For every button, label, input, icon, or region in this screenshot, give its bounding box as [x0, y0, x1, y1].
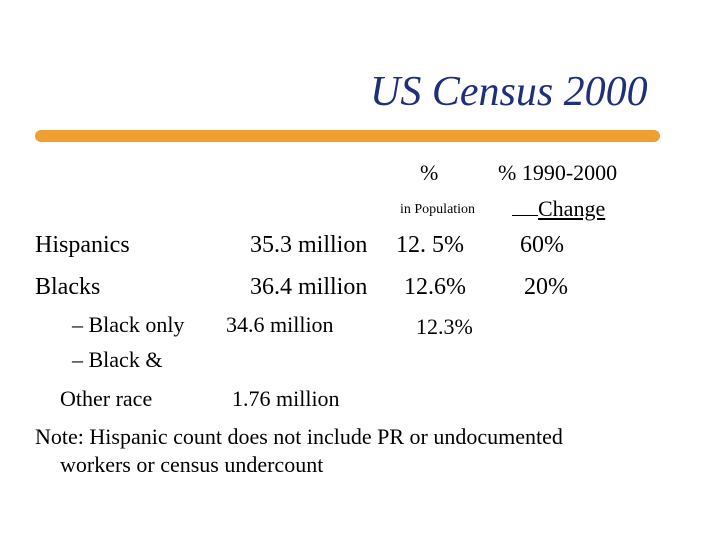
- row-pct-hispanics: 12. 5%: [396, 232, 464, 258]
- subrow-pct-black-only: 12.3%: [416, 314, 473, 339]
- title-underline-bar: [35, 130, 660, 142]
- slide-title: US Census 2000: [370, 69, 648, 115]
- row-count-blacks: 36.4 million: [250, 274, 368, 300]
- note-line-2: workers or census undercount: [60, 452, 324, 477]
- subrow-label-black-and: – Black &: [72, 347, 163, 372]
- header-underline: [512, 215, 538, 216]
- row-change-hispanics: 60%: [520, 232, 564, 258]
- header-in-population: in Population: [400, 202, 476, 217]
- row-label-hispanics: Hispanics: [35, 232, 130, 258]
- row-pct-blacks: 12.6%: [404, 274, 466, 300]
- header-change: Change: [538, 196, 606, 221]
- subrow-label-black-only: – Black only: [72, 312, 185, 337]
- note-line-1: Note: Hispanic count does not include PR…: [35, 424, 563, 449]
- row-change-blacks: 20%: [524, 274, 568, 300]
- subrow-count-black-only: 34.6 million: [226, 312, 334, 337]
- other-race-count: 1.76 million: [232, 386, 340, 411]
- row-label-blacks: Blacks: [35, 274, 101, 300]
- other-race-label: Other race: [60, 386, 153, 411]
- header-pct-range: % 1990-2000: [498, 160, 618, 185]
- row-count-hispanics: 35.3 million: [250, 232, 368, 258]
- header-pct: %: [420, 160, 439, 185]
